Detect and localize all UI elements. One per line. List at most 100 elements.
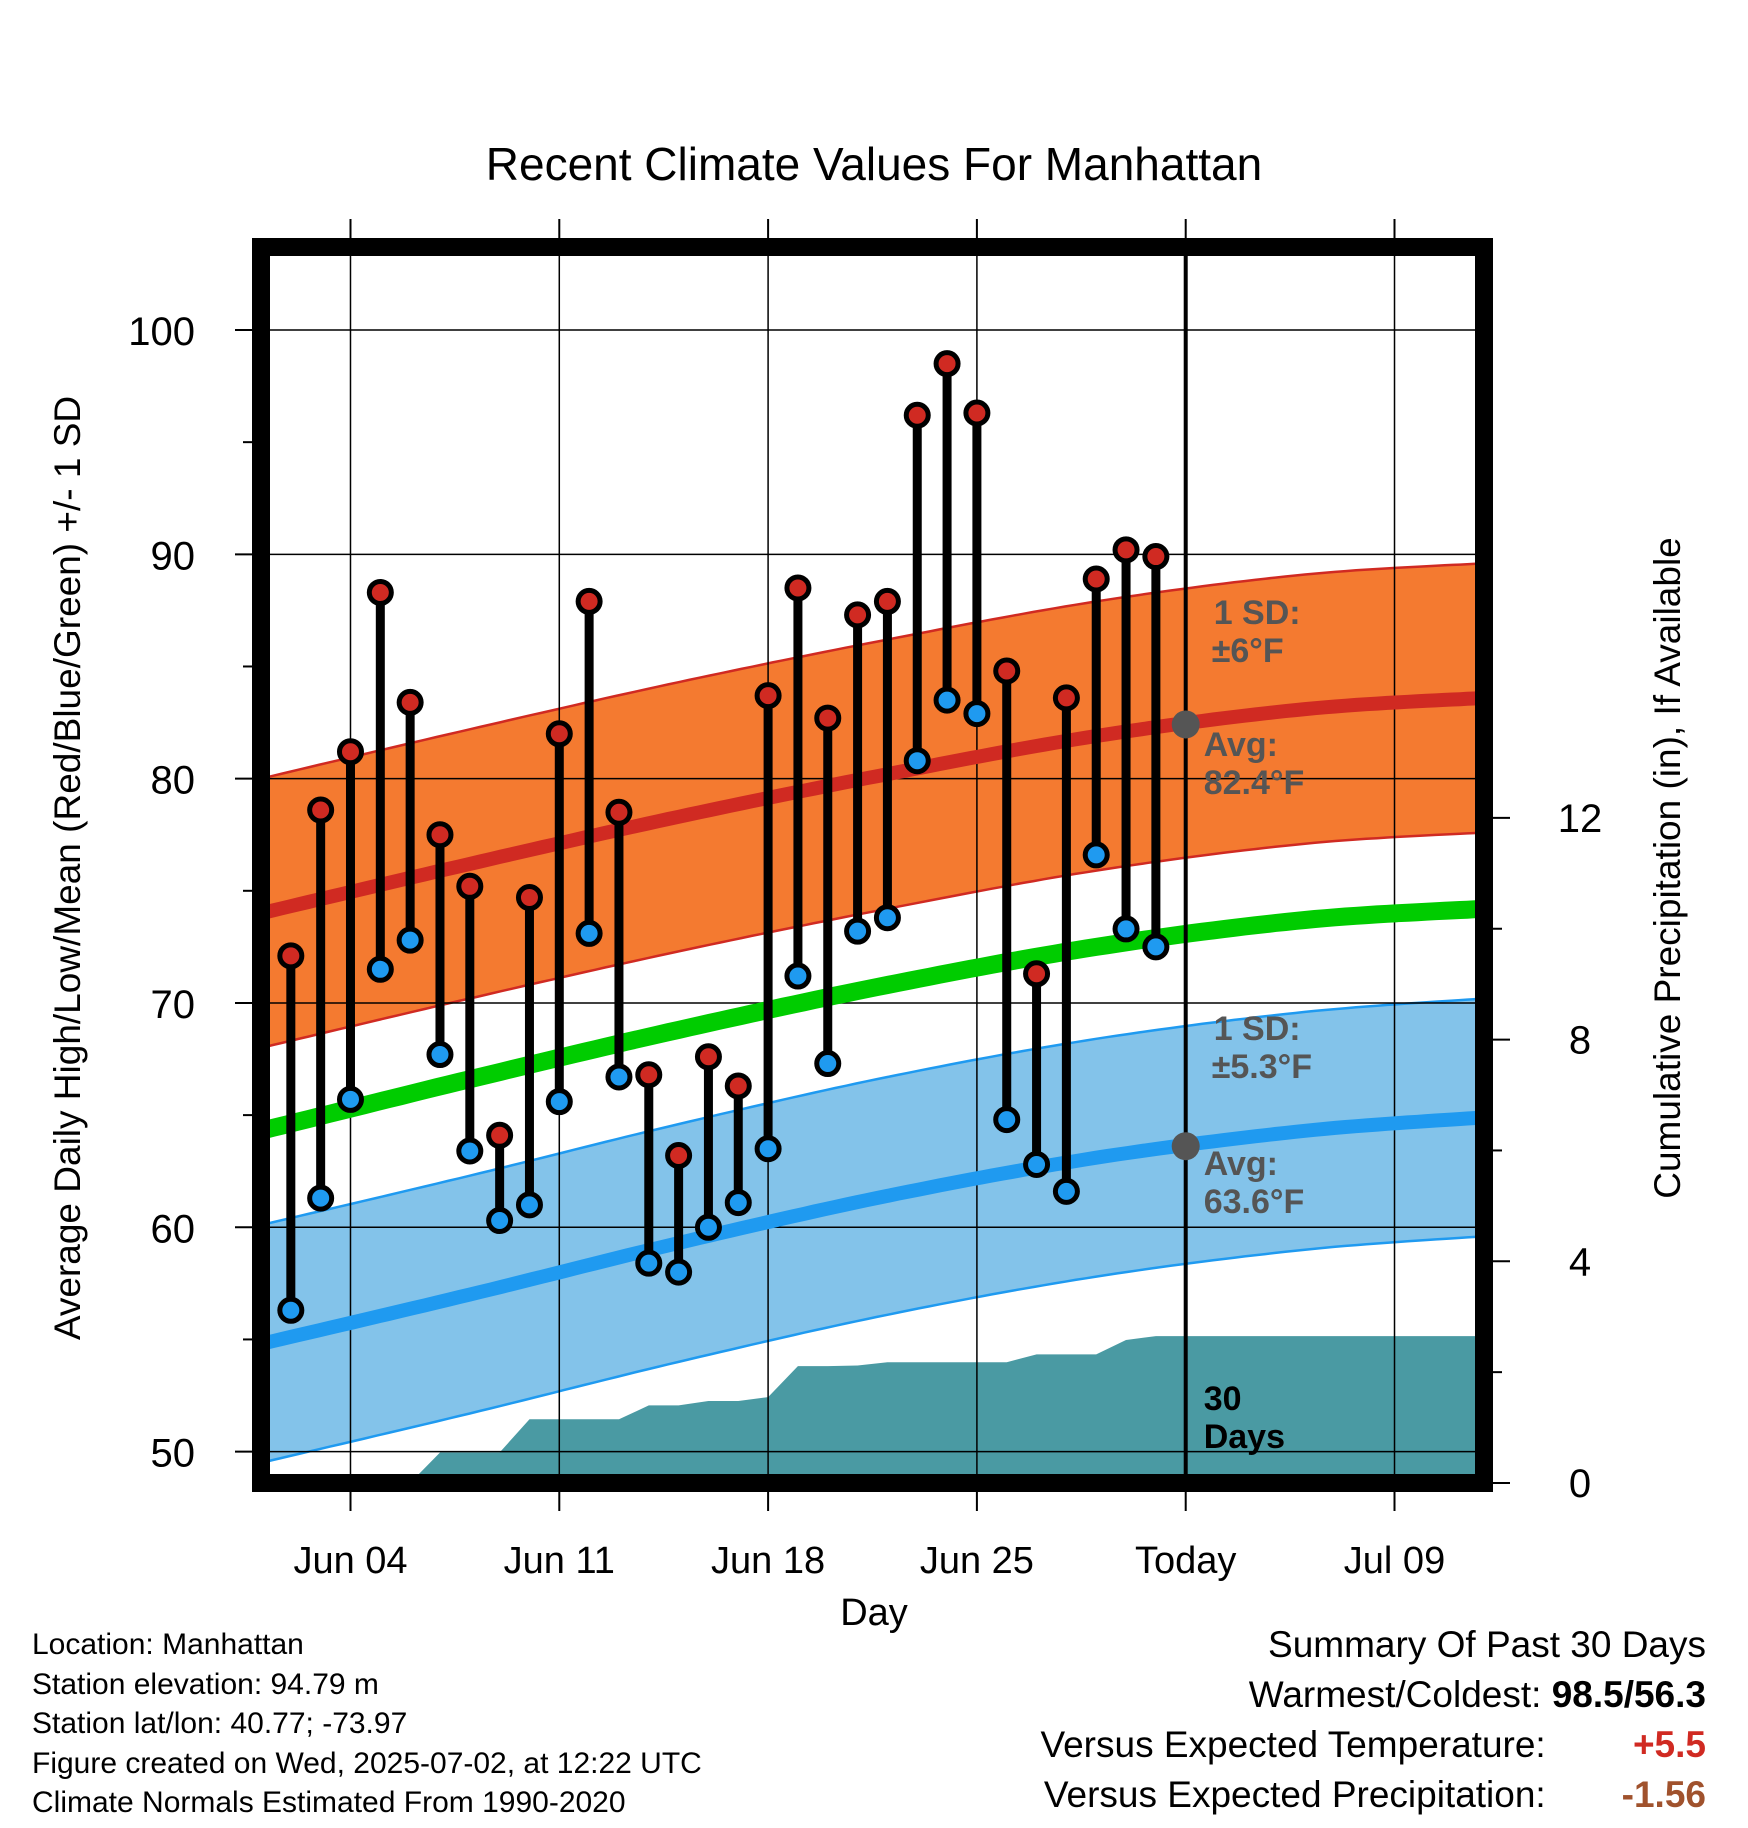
high-point <box>933 350 961 378</box>
info-elevation: Station elevation: 94.79 m <box>32 1667 379 1701</box>
low-point <box>515 1191 543 1219</box>
x-tick-label-1: Jun 11 <box>504 1540 615 1582</box>
low-point <box>1052 1177 1080 1205</box>
x-axis-label: Day <box>840 1592 908 1634</box>
summary-warmest-coldest-value: 98.5/56.3 <box>1551 1674 1706 1715</box>
high-point <box>903 401 931 429</box>
summary-temp-row: Versus Expected Temperature: +5.5 <box>1040 1720 1706 1770</box>
high-point <box>1112 536 1140 564</box>
low-point <box>844 917 872 945</box>
annotation-high-avg-label: Avg: <box>1204 726 1278 764</box>
today-high-normal-marker <box>1171 710 1200 739</box>
low-point <box>396 926 424 954</box>
x-tick-label-2: Jun 18 <box>711 1540 825 1582</box>
high-point <box>396 688 424 716</box>
low-point <box>575 919 603 947</box>
high-point <box>754 682 782 710</box>
summary-title: Summary Of Past 30 Days <box>1268 1624 1706 1665</box>
annotation-window-label: 30 <box>1204 1380 1242 1418</box>
low-point <box>456 1137 484 1165</box>
low-normal-line <box>261 1110 1484 1351</box>
annotation-low-sd-label: 1 SD: <box>1214 1010 1301 1048</box>
low-point <box>903 747 931 775</box>
station-info: Location: Manhattan Station elevation: 9… <box>32 1625 702 1823</box>
low-point <box>1023 1150 1051 1178</box>
low-point <box>963 700 991 728</box>
low-point <box>336 1085 364 1113</box>
low-point <box>754 1135 782 1163</box>
low-point <box>665 1258 693 1286</box>
annotation-window-value: Days <box>1204 1418 1285 1456</box>
low-sd-band-upper-edge <box>261 997 1484 1227</box>
annotation-high-avg-value: 82.4°F <box>1204 764 1305 802</box>
x-tick-label-0: Jun 04 <box>293 1540 407 1582</box>
y2-tick-label-0: 0 <box>1569 1462 1591 1506</box>
y2-tick-label-3: 12 <box>1558 797 1603 841</box>
low-point <box>784 962 812 990</box>
y-tick-label-5: 100 <box>128 310 195 354</box>
high-point <box>844 601 872 629</box>
plot-frame <box>252 238 1493 1492</box>
high-point <box>873 587 901 615</box>
low-point <box>277 1296 305 1324</box>
summary-precip-label: Versus Expected Precipitation: <box>1043 1774 1546 1815</box>
y-tick-label-0: 50 <box>151 1432 196 1476</box>
x-tick-label-3: Jun 25 <box>920 1540 1034 1582</box>
high-point <box>694 1043 722 1071</box>
summary-precip-value: -1.56 <box>1621 1774 1706 1815</box>
high-point <box>665 1141 693 1169</box>
high-point <box>635 1061 663 1089</box>
chart-title: Recent Climate Values For Manhattan <box>486 138 1262 190</box>
high-point <box>784 574 812 602</box>
annotation-low-avg-label: Avg: <box>1204 1145 1278 1183</box>
high-point <box>575 587 603 615</box>
low-sd-band-fill <box>261 998 1484 1463</box>
low-point <box>1112 915 1140 943</box>
summary-temp-label: Versus Expected Temperature: <box>1040 1724 1546 1765</box>
y2-tick-label-2: 8 <box>1569 1019 1591 1063</box>
high-point <box>307 796 335 824</box>
annotation-high-sd-value: ±6°F <box>1212 632 1284 670</box>
summary-warmest-value: 98.5 <box>1551 1674 1624 1715</box>
high-sd-band-fill <box>261 563 1484 1048</box>
high-point <box>456 872 484 900</box>
info-normals: Climate Normals Estimated From 1990-2020 <box>32 1786 626 1819</box>
low-point <box>1142 933 1170 961</box>
high-point <box>366 578 394 606</box>
high-point <box>1142 543 1170 571</box>
high-point <box>486 1121 514 1149</box>
annotation-low-sd-value: ±5.3°F <box>1212 1048 1312 1086</box>
y-tick-label-2: 70 <box>151 983 196 1027</box>
low-point <box>635 1249 663 1277</box>
summary-warmest-label: Warmest/Coldest: <box>1248 1674 1542 1715</box>
high-point <box>724 1072 752 1100</box>
low-sd-band-lower-edge <box>261 1234 1484 1465</box>
low-point <box>1082 841 1110 869</box>
info-created: Figure created on Wed, 2025-07-02, at 12… <box>32 1746 702 1780</box>
summary-temp-value: +5.5 <box>1632 1724 1706 1765</box>
info-latlon: Station lat/lon: 40.77; -73.97 <box>32 1707 408 1740</box>
low-point <box>873 904 901 932</box>
x-tick-label-5: Jul 09 <box>1344 1540 1445 1582</box>
low-point <box>426 1041 454 1069</box>
high-point <box>336 738 364 766</box>
high-point <box>993 657 1021 685</box>
low-point <box>366 955 394 983</box>
high-point <box>1052 684 1080 712</box>
y-axis-label: Average Daily High/Low/Mean (Red/Blue/Gr… <box>47 396 88 1340</box>
high-point <box>277 942 305 970</box>
y2-tick-label-1: 4 <box>1569 1240 1591 1284</box>
annotation-low-avg-value: 63.6°F <box>1204 1183 1305 1221</box>
high-point <box>1082 565 1110 593</box>
precip-area <box>261 1336 1484 1483</box>
low-point <box>605 1063 633 1091</box>
y-tick-label-3: 80 <box>151 759 196 803</box>
y-tick-label-4: 90 <box>151 534 196 578</box>
low-point <box>933 686 961 714</box>
info-location: Location: Manhattan <box>32 1628 304 1661</box>
high-point <box>814 704 842 732</box>
summary-warmest-row: Warmest/Coldest: 98.5/56.3 <box>1040 1670 1706 1720</box>
low-point <box>694 1213 722 1241</box>
